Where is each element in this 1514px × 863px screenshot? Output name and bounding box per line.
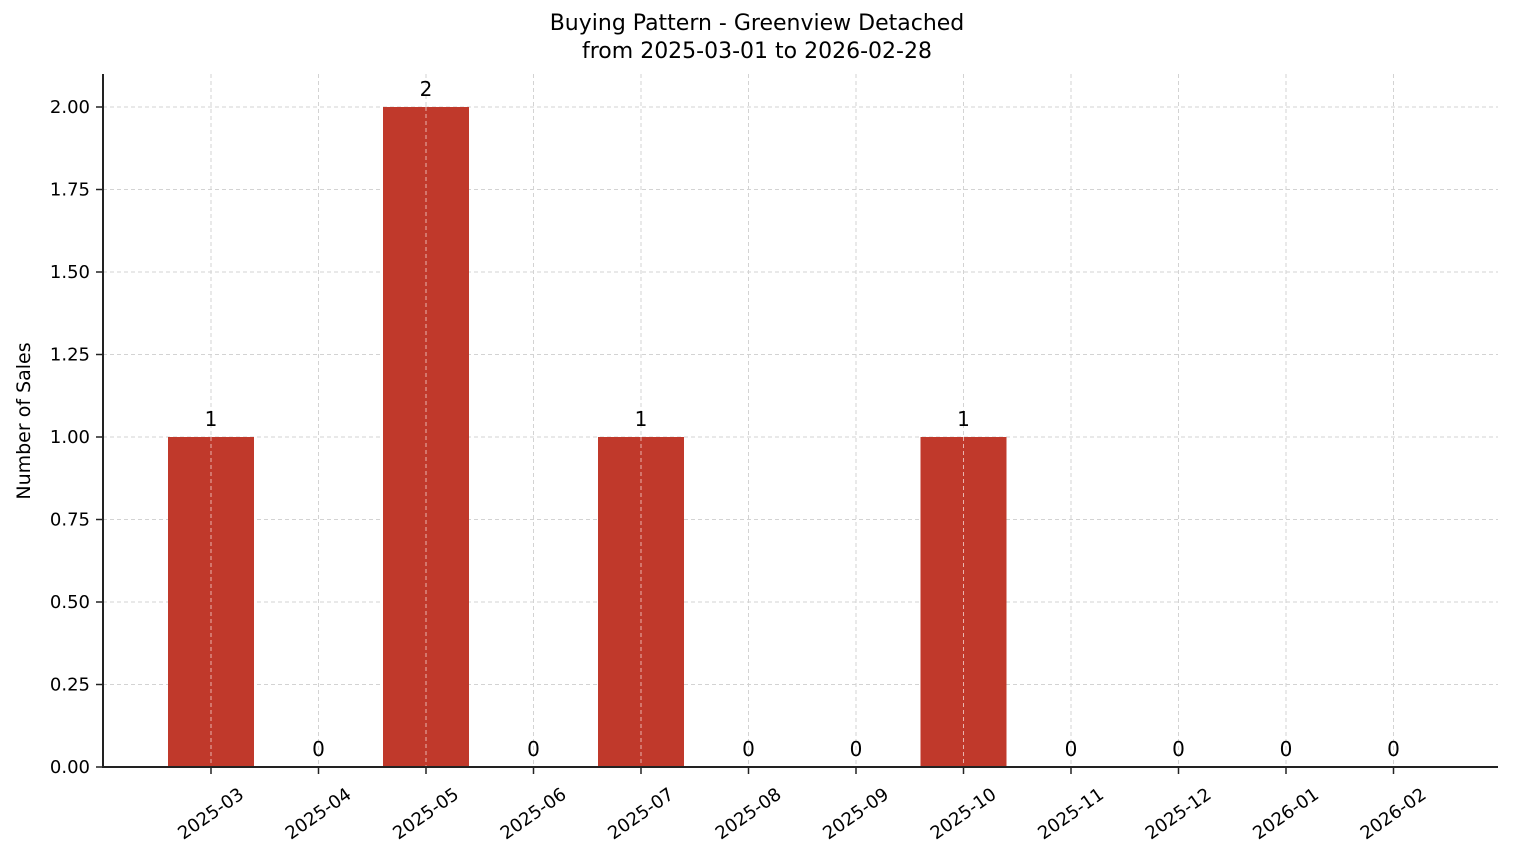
chart-title-block: Buying Pattern - Greenview Detached from…: [0, 10, 1514, 66]
bar-value-label: 0: [1172, 737, 1185, 761]
bar-value-label: 0: [1065, 737, 1078, 761]
x-tick-label: 2025-06: [497, 784, 571, 844]
x-tick-label: 2025-11: [1034, 784, 1108, 844]
y-tick-label: 1.00: [50, 427, 90, 448]
bar-value-label: 1: [635, 407, 648, 431]
bar-value-label: 0: [742, 737, 755, 761]
x-tick-label: 2025-04: [282, 784, 356, 844]
x-tick-label: 2025-09: [819, 784, 893, 844]
y-tick-label: 0.00: [50, 757, 90, 778]
bar-value-label: 0: [1280, 737, 1293, 761]
bar-value-label: 0: [527, 737, 540, 761]
bar-value-label: 0: [850, 737, 863, 761]
x-tick-label: 2025-12: [1142, 784, 1216, 844]
y-tick-label: 0.50: [50, 592, 90, 613]
chart-title: Buying Pattern - Greenview Detached: [549, 11, 965, 36]
y-tick-label: 1.75: [50, 180, 90, 201]
x-tick-label: 2025-07: [604, 784, 678, 844]
y-tick-label: 2.00: [50, 97, 90, 118]
bar-value-label: 1: [205, 407, 218, 431]
y-tick-label: 0.75: [50, 510, 90, 531]
y-tick-label: 1.25: [50, 345, 90, 366]
x-tick-label: 2025-10: [927, 784, 1001, 844]
y-tick-label: 1.50: [50, 262, 90, 283]
bar-value-label: 0: [312, 737, 325, 761]
y-tick-label: 0.25: [50, 675, 90, 696]
x-tick-label: 2025-05: [389, 784, 463, 844]
chart-subtitle: from 2025-03-01 to 2026-02-28: [582, 39, 932, 64]
x-tick-label: 2026-02: [1357, 784, 1431, 844]
x-tick-label: 2026-01: [1249, 784, 1323, 844]
x-tick-label: 2025-08: [712, 784, 786, 844]
bar-value-label: 0: [1387, 737, 1400, 761]
x-tick-label: 2025-03: [174, 784, 248, 844]
bar-value-label: 2: [420, 77, 433, 101]
bar-value-label: 1: [957, 407, 970, 431]
